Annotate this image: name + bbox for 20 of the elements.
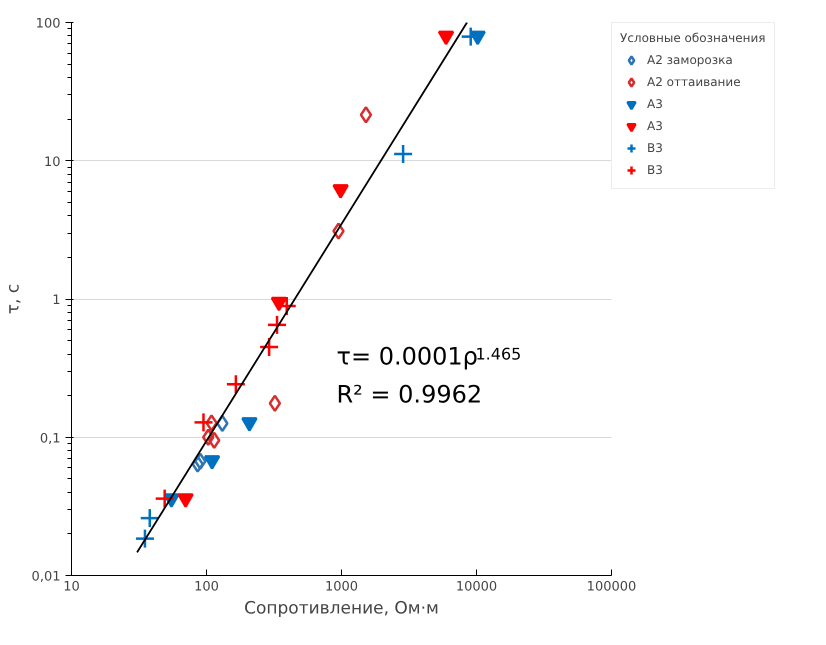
y-tick-label: 100 (36, 16, 61, 32)
annotation: R² = 0.9962 (336, 380, 482, 408)
x-tick-label: 100000 (586, 580, 636, 594)
legend-title: Условные обозначения (620, 31, 766, 45)
y-tick-label: 0,01 (32, 570, 61, 584)
legend-label: А3 (647, 119, 664, 133)
x-tick-label: 1000 (324, 580, 358, 594)
x-tick-label: 10000 (456, 580, 498, 594)
y-tick-label: 10 (44, 154, 61, 170)
legend-label: А3 (647, 97, 664, 111)
y-tick-label: 0,1 (40, 431, 61, 446)
x-tick-label: 100 (194, 580, 219, 594)
legend-label: А2 заморозка (647, 53, 733, 67)
x-tick-label: 10 (63, 580, 80, 594)
y-axis-title: τ, с (4, 284, 24, 314)
legend-label: В3 (647, 141, 664, 155)
y-tick-label: 1 (52, 293, 61, 308)
x-axis-title: Сопротивление, Ом·м (244, 598, 439, 618)
legend-label: А2 оттаивание (647, 75, 741, 89)
legend-label: В3 (647, 163, 664, 177)
